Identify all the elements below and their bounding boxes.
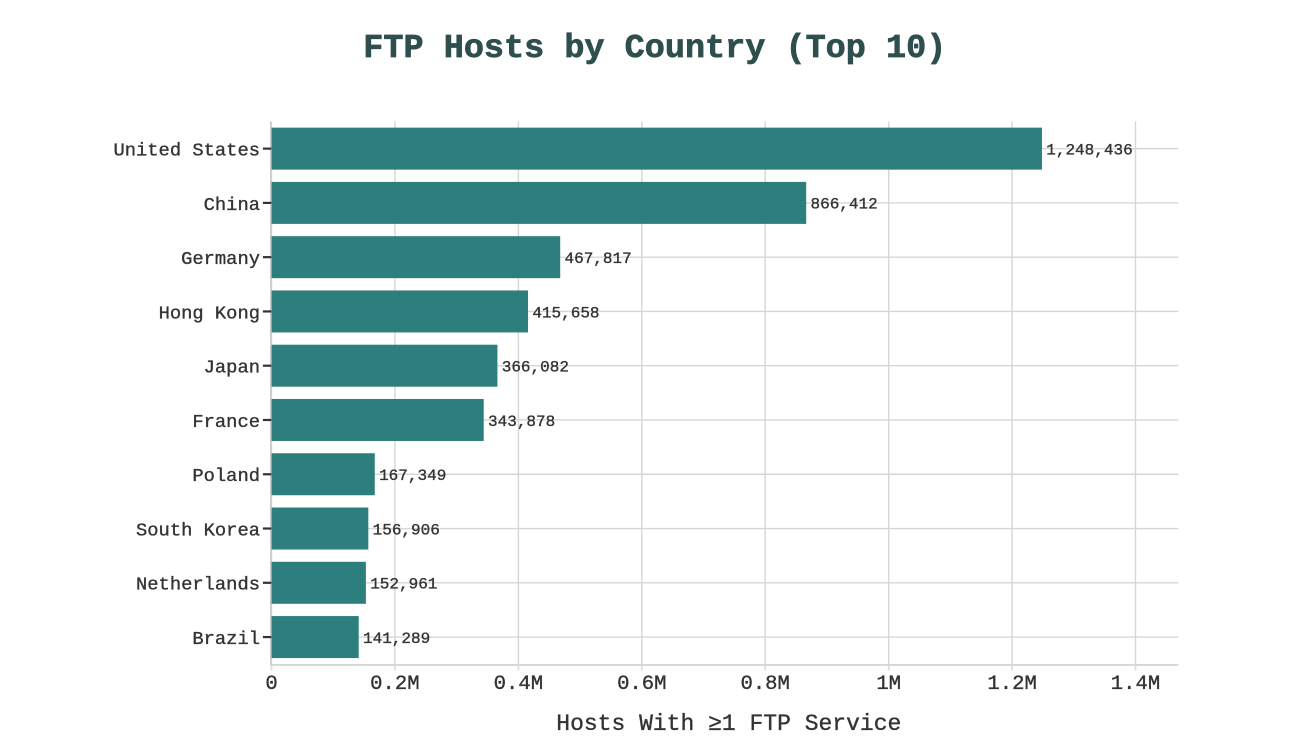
svg-text:Hong Kong: Hong Kong (159, 302, 260, 324)
svg-text:467,817: 467,817 (565, 250, 632, 268)
svg-text:Netherlands: Netherlands (136, 574, 260, 596)
svg-text:167,349: 167,349 (379, 467, 446, 485)
svg-text:1,248,436: 1,248,436 (1046, 141, 1132, 159)
svg-text:866,412: 866,412 (811, 196, 878, 214)
svg-text:0.6M: 0.6M (617, 673, 666, 696)
svg-text:1.4M: 1.4M (1111, 673, 1160, 696)
svg-text:366,082: 366,082 (502, 359, 569, 377)
svg-text:0: 0 (265, 673, 277, 696)
svg-text:152,961: 152,961 (370, 576, 437, 594)
svg-text:0.4M: 0.4M (494, 673, 543, 696)
svg-text:0.2M: 0.2M (370, 673, 419, 696)
svg-text:China: China (204, 194, 260, 216)
svg-text:Poland: Poland (192, 465, 260, 487)
svg-text:France: France (192, 411, 260, 433)
svg-text:United States: United States (113, 139, 260, 161)
svg-text:141,289: 141,289 (363, 630, 430, 648)
svg-text:343,878: 343,878 (488, 413, 555, 431)
svg-text:Germany: Germany (181, 248, 260, 270)
svg-text:South Korea: South Korea (136, 519, 260, 541)
svg-text:1.2M: 1.2M (987, 673, 1036, 696)
svg-text:Japan: Japan (204, 357, 260, 379)
svg-text:Hosts With ≥1 FTP Service: Hosts With ≥1 FTP Service (556, 711, 901, 737)
svg-text:1M: 1M (876, 673, 901, 696)
svg-text:415,658: 415,658 (532, 304, 599, 322)
svg-text:0.8M: 0.8M (740, 673, 789, 696)
svg-text:FTP Hosts by Country (Top 10): FTP Hosts by Country (Top 10) (363, 30, 946, 68)
svg-text:156,906: 156,906 (373, 521, 440, 539)
svg-text:Brazil: Brazil (192, 628, 260, 650)
